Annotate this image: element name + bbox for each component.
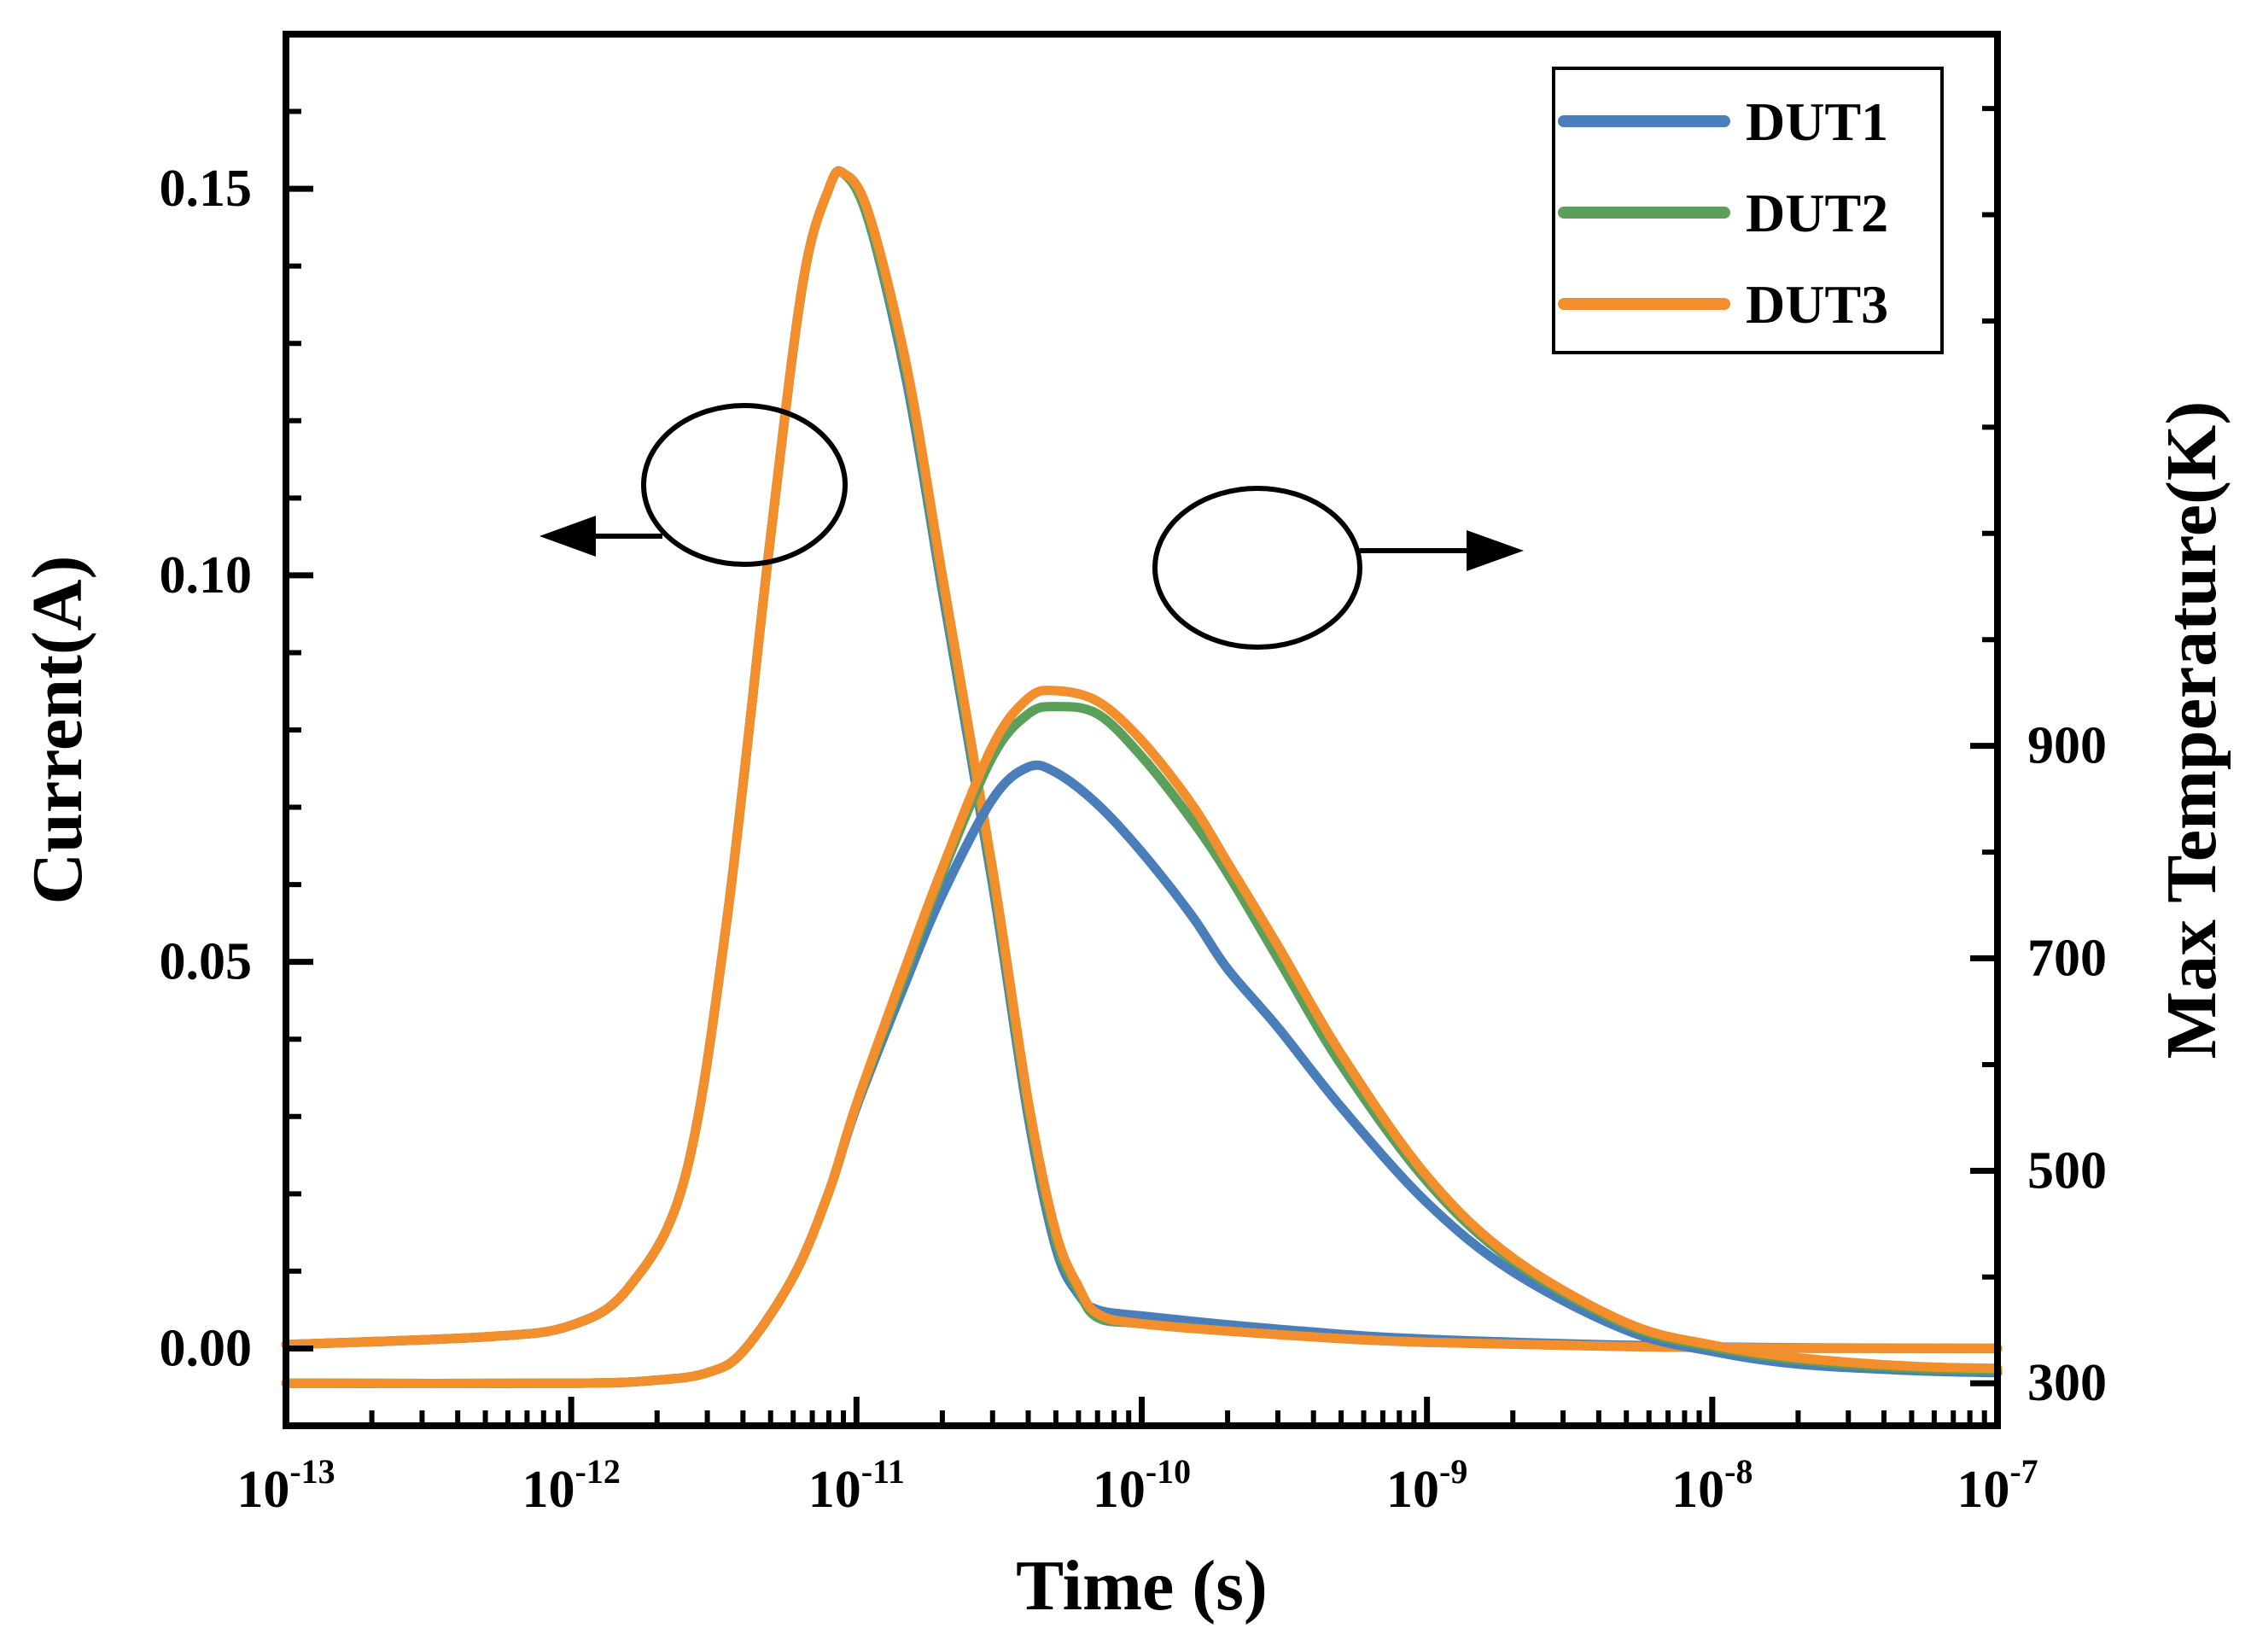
y-left-tick-label: 0.15 [160,160,253,218]
left-axis-indicator-ellipse [641,403,848,567]
y-right-axis-ticks: 300 500 700 900 [1970,106,2107,1412]
legend: DUT1 DUT2 DUT3 [1552,67,1944,354]
series-layer [281,166,2003,1389]
y-left-axis-title: Current(A) [18,555,97,904]
y-left-tick-label: 0.10 [160,546,253,604]
left-arrow-icon [539,516,596,557]
y-right-tick-label: 500 [2027,1141,2107,1200]
x-tick-label: 10-8 [1671,1452,1753,1519]
x-tick-label: 10-12 [522,1452,621,1519]
x-axis-title: Time (s) [1016,1546,1268,1626]
x-axis-ticks: 10-13 10-12 10-11 10-10 10-9 10-8 10-7 [236,1397,2038,1519]
series-line-dut3-temperature [281,686,2003,1389]
y-right-tick-label: 900 [2027,717,2107,775]
series-line-dut3-current [281,166,2003,1353]
x-tick-label: 10-10 [1093,1452,1191,1519]
y-left-axis-ticks: 0.00 0.05 0.10 0.15 [160,108,313,1377]
right-axis-indicator-ellipse [1152,486,1362,650]
x-tick-label: 10-9 [1386,1452,1467,1519]
y-right-tick-label: 700 [2027,930,2107,988]
y-right-tick-label: 300 [2027,1354,2107,1412]
x-tick-label: 10-11 [808,1452,905,1519]
legend-label-dut1: DUT1 [1746,91,1888,152]
y-right-axis-title: Max Temperature(K) [2152,401,2231,1059]
y-left-tick-label: 0.00 [160,1319,253,1377]
x-tick-label: 10-13 [236,1452,335,1519]
series-line-dut1-temperature [281,760,2003,1389]
annotation-layer [539,403,1524,650]
series-line-dut2-temperature [281,702,2003,1389]
legend-label-dut2: DUT2 [1746,183,1888,243]
right-arrow-icon [1467,530,1524,571]
legend-label-dut3: DUT3 [1746,274,1888,335]
x-tick-label: 10-7 [1957,1452,2038,1519]
y-left-tick-label: 0.05 [160,933,253,991]
